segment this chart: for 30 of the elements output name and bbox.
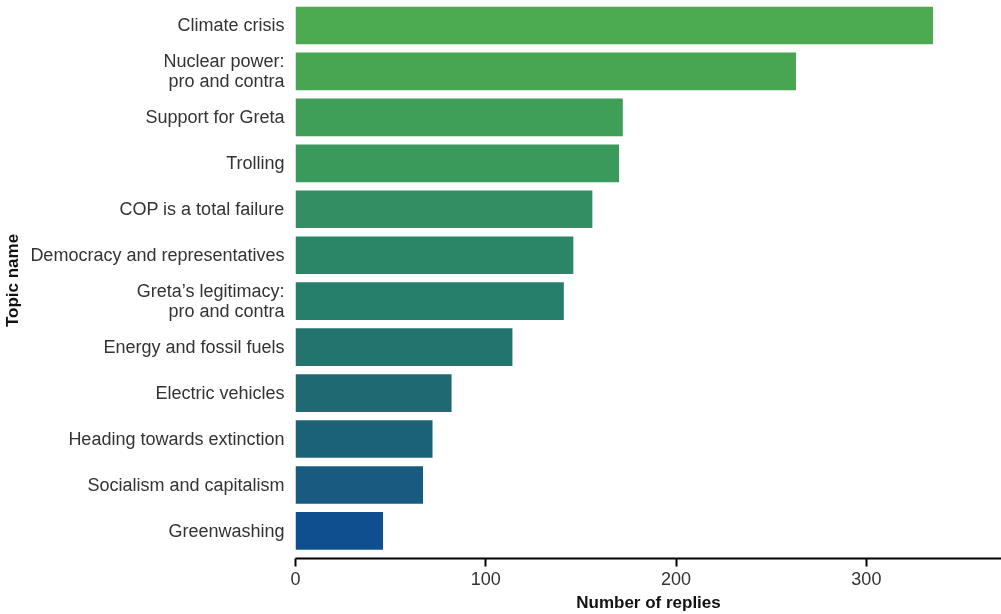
- bar: [295, 374, 452, 412]
- bar: [295, 6, 933, 45]
- y-tick-label: Greta’s legitimacy: pro and contra: [136, 281, 286, 322]
- x-axis-title: Number of replies: [576, 592, 721, 612]
- y-tick-label: Electric vehicles: [155, 383, 285, 404]
- x-tick-label: 300: [851, 568, 882, 589]
- x-tick-label: 200: [661, 568, 692, 589]
- y-tick-label: Climate crisis: [177, 15, 285, 36]
- bar: [295, 98, 623, 137]
- y-tick-label: COP is a total failure: [119, 199, 285, 220]
- bar: [295, 420, 433, 458]
- bar: [295, 282, 564, 321]
- x-tick-label: 100: [470, 568, 501, 589]
- y-tick-label: Heading towards extinction: [68, 429, 285, 450]
- y-tick-label: Trolling: [226, 153, 285, 174]
- bar: [295, 52, 796, 91]
- y-tick-label: Energy and fossil fuels: [103, 337, 285, 358]
- bar: [295, 236, 574, 275]
- bar: [295, 328, 513, 366]
- x-tick-label: 0: [290, 568, 301, 589]
- y-tick-label: Socialism and capitalism: [87, 474, 285, 495]
- bar: [295, 144, 619, 183]
- y-tick-label: Nuclear power: pro and contra: [163, 51, 286, 92]
- bar: [295, 512, 384, 550]
- bar: [295, 190, 593, 229]
- bar: [295, 466, 423, 504]
- y-axis-title: Topic name: [3, 233, 23, 328]
- y-tick-label: Democracy and representatives: [30, 245, 285, 266]
- y-tick-label: Greenwashing: [168, 520, 285, 541]
- y-tick-label: Support for Greta: [145, 107, 286, 128]
